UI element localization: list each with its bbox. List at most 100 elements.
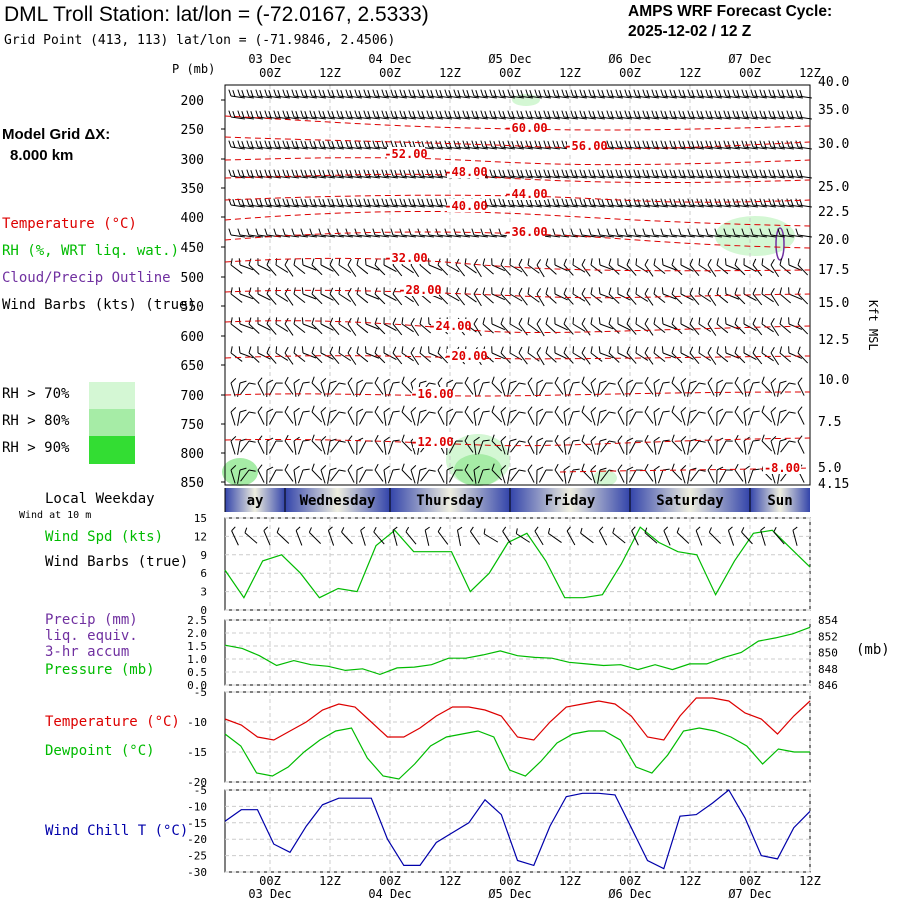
wind-barb — [716, 317, 729, 334]
wind-barb — [364, 258, 380, 271]
wind-barb — [408, 89, 425, 99]
temperature-contour-label: -16.00 — [410, 387, 453, 401]
wind-barb — [268, 440, 283, 454]
wind-barb — [410, 465, 417, 484]
wind-barb — [309, 89, 326, 99]
wind-barb — [320, 465, 327, 484]
wind-barb — [644, 287, 654, 306]
wind-barb — [597, 110, 614, 120]
wind-barb — [644, 346, 654, 365]
wind-barb — [399, 198, 416, 208]
wind-barb — [237, 409, 247, 426]
wind-barb — [716, 379, 724, 398]
contour-label-bg — [413, 387, 451, 400]
pressure-tick-label: 800 — [181, 447, 204, 462]
wind-barb — [345, 228, 362, 238]
wind-barb — [590, 436, 597, 455]
precip-ytick-label: 1.5 — [187, 640, 207, 653]
wind-barb — [284, 434, 294, 453]
temperature-contour — [224, 437, 811, 447]
wind-barb — [507, 438, 517, 455]
wind-barb — [491, 287, 505, 301]
wind-barb — [228, 89, 245, 99]
wind-barb — [516, 89, 533, 99]
wind-barb — [795, 89, 812, 99]
wind-barb — [248, 258, 260, 275]
wind-barb — [482, 287, 494, 304]
wind-barb — [600, 411, 616, 424]
surface-wind-barb — [308, 527, 322, 545]
wind-barb — [417, 169, 434, 179]
wind-barb — [707, 346, 717, 365]
top-time-tick-label: 12Z — [319, 66, 341, 80]
wind-barb — [327, 409, 337, 426]
wind-barb — [770, 346, 780, 366]
wind-barb — [570, 89, 587, 99]
wind-barb — [788, 287, 803, 300]
wind-barbs-legend: Wind Barbs (kts) (true) — [2, 297, 196, 313]
wind-barb — [509, 287, 523, 302]
wind-barb — [608, 258, 620, 275]
wind-barb — [579, 228, 596, 238]
wind-10m-label: Wind at 10 m — [19, 510, 92, 521]
weekday-cell — [750, 488, 810, 512]
wind-barb — [507, 89, 524, 99]
wind-barb — [356, 408, 364, 427]
wind-barb — [363, 140, 380, 150]
wind-speed-ytick-label: 6 — [200, 567, 207, 580]
wind-barb — [653, 317, 666, 334]
wind-chill-frame — [224, 789, 811, 873]
wind-barb — [446, 258, 460, 273]
wind-barb — [536, 379, 544, 398]
wind-barb — [309, 140, 326, 150]
wind-barb — [390, 169, 407, 179]
surface-wind-barb — [502, 526, 512, 545]
wind-barb — [363, 228, 380, 238]
wind-barb — [338, 346, 352, 362]
wind-barb — [518, 346, 528, 365]
wind-barb — [437, 406, 445, 425]
wind-barb — [750, 198, 767, 208]
wind-barb — [608, 346, 620, 363]
wind-barb — [761, 317, 774, 333]
wind-barb — [387, 439, 400, 455]
wind-barb — [498, 198, 515, 208]
wind-speed-ytick-label: 12 — [194, 530, 207, 543]
wind-barb — [759, 110, 776, 120]
wind-barb — [534, 169, 551, 179]
wind-barb — [309, 198, 326, 208]
wind-barb — [408, 198, 425, 208]
model-grid-value: 8.000 km — [10, 147, 74, 164]
wind-barb — [536, 288, 545, 307]
wind-barb — [273, 140, 290, 150]
wind-barb — [628, 382, 643, 396]
wind-barb — [240, 411, 256, 424]
wind-barb — [347, 377, 355, 396]
wind-barb — [606, 110, 623, 120]
pressure-tick-label: 600 — [181, 330, 204, 345]
wind-barb — [471, 110, 488, 120]
wind-barb — [617, 435, 625, 454]
wind-barb — [626, 258, 637, 276]
wind-barb — [401, 463, 413, 481]
wind-barb — [777, 228, 794, 238]
wind-barb — [444, 89, 461, 99]
wind-barb — [651, 228, 668, 238]
pressure-tick-label: 500 — [181, 271, 204, 286]
wind-barb — [563, 378, 570, 397]
surface-wind-barb — [244, 527, 258, 544]
wind-barb — [626, 466, 634, 485]
wind-barb — [527, 406, 535, 425]
wind-barb — [680, 258, 694, 272]
wind-barb — [741, 110, 758, 120]
wind-barb — [581, 405, 593, 423]
wind-barb — [228, 140, 245, 150]
wind-barb — [579, 198, 596, 208]
wind-barb — [327, 467, 337, 484]
surface-wind-barb — [437, 526, 449, 545]
wind-barb — [615, 110, 632, 120]
contour-label-bg — [447, 165, 485, 178]
wind-barb — [311, 376, 323, 394]
wind-barb — [644, 405, 654, 424]
wind-barb — [336, 110, 353, 120]
